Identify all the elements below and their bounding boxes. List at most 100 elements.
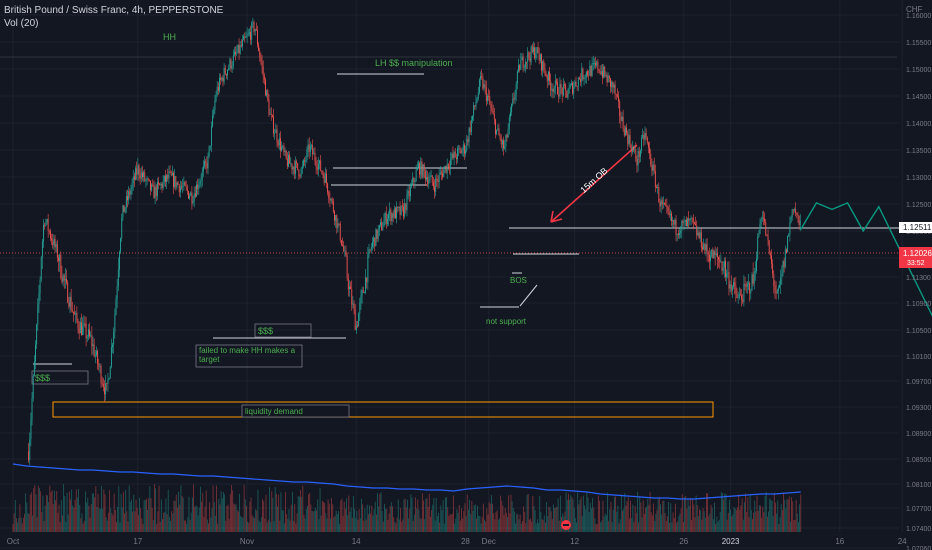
- candle-body: [182, 186, 184, 188]
- candle-body: [106, 383, 108, 384]
- candle-body: [581, 68, 583, 82]
- candle-body: [367, 253, 369, 283]
- volume-bar: [696, 505, 698, 532]
- volume-bar: [342, 516, 344, 532]
- volume-bar: [558, 520, 560, 532]
- volume-bar: [510, 494, 512, 532]
- candle-body: [30, 419, 32, 440]
- candle-body: [796, 213, 798, 215]
- candle-body: [643, 134, 645, 140]
- volume-bar: [78, 489, 79, 532]
- candle-body: [58, 257, 59, 261]
- candle-body: [375, 229, 377, 247]
- volume-bar: [170, 520, 171, 532]
- symbol-title[interactable]: British Pound / Swiss Franc, 4h, PEPPERS…: [4, 5, 224, 16]
- candle-body: [51, 238, 53, 241]
- candle-body: [730, 284, 732, 291]
- volume-bar: [91, 493, 93, 532]
- candle-body: [31, 398, 33, 420]
- candle-body: [382, 226, 384, 231]
- candle-body: [560, 84, 562, 89]
- candle-body: [568, 87, 570, 94]
- volume-bar: [505, 512, 507, 532]
- time-axis[interactable]: Oct17Nov1428Dec122620231624Feb13Mar13: [7, 537, 932, 546]
- volume-bar: [308, 494, 309, 532]
- volume-bar: [20, 517, 22, 532]
- volume-bar: [152, 520, 154, 532]
- volume-bar: [412, 520, 414, 532]
- liquidity-demand-zone[interactable]: [52, 401, 714, 418]
- price-axis[interactable]: CHF 1.16000 1.15500 1.15000 1.14500 1.14000 1…: [906, 5, 931, 550]
- candle-body: [515, 83, 517, 95]
- volume-bar: [189, 520, 191, 532]
- candle-body: [44, 224, 46, 226]
- volume-bar: [160, 499, 162, 532]
- volume-bar: [502, 505, 504, 532]
- volume-bar: [273, 521, 275, 532]
- volume-bar: [626, 501, 628, 532]
- volume-bar: [381, 511, 383, 532]
- candle-body: [138, 165, 140, 176]
- candle-body: [150, 180, 151, 191]
- candle-body: [239, 45, 241, 54]
- volume-bar: [427, 506, 429, 532]
- volume-bar: [122, 491, 124, 532]
- candle-body: [243, 36, 245, 41]
- candle-body: [432, 182, 434, 187]
- candle-body: [605, 74, 607, 76]
- volume-bar: [503, 514, 505, 532]
- candle-body: [344, 250, 346, 252]
- volume-bar: [727, 512, 729, 532]
- candle-body: [679, 233, 680, 236]
- time-tick-label: 14: [352, 537, 361, 546]
- volume-bar: [596, 523, 598, 532]
- candle-body: [238, 44, 240, 54]
- candle-body: [503, 140, 504, 149]
- candle-body: [244, 36, 246, 38]
- candle-body: [725, 260, 726, 277]
- candle-body: [680, 231, 682, 234]
- volume-bar: [556, 506, 558, 532]
- volume-bar: [549, 507, 551, 532]
- candle-body: [319, 160, 320, 164]
- volume-bar: [282, 510, 284, 532]
- candle-body: [385, 212, 387, 225]
- volume-bar: [536, 519, 538, 532]
- candle-body: [437, 180, 439, 182]
- candle-body: [186, 187, 188, 192]
- volume-bar: [712, 519, 714, 532]
- candle-body: [489, 96, 491, 104]
- candle-body: [712, 249, 714, 259]
- volume-bar: [286, 514, 288, 532]
- volume-bar: [64, 496, 66, 532]
- volume-bar: [174, 500, 176, 532]
- volume-bar: [745, 493, 746, 532]
- candle-body: [711, 249, 713, 257]
- volume-bar: [676, 523, 677, 532]
- candle-body: [85, 323, 87, 339]
- candle-body: [225, 74, 227, 76]
- candle-body: [588, 74, 590, 76]
- candle-body: [68, 302, 70, 307]
- volume-bar: [523, 506, 525, 532]
- volume-bar: [315, 507, 316, 532]
- volume-legend[interactable]: Vol (20): [4, 18, 39, 29]
- candle-body: [619, 101, 621, 117]
- volume-bar: [401, 521, 403, 532]
- volume-bar: [86, 502, 88, 532]
- volume-bar: [298, 496, 300, 532]
- volume-bar: [188, 496, 190, 532]
- volume-bar: [581, 516, 583, 532]
- candle-body: [293, 166, 295, 174]
- event-icon-wrap[interactable]: [561, 520, 571, 530]
- volume-bar: [395, 523, 397, 532]
- candle-body: [365, 277, 366, 293]
- candle-body: [642, 134, 644, 138]
- price-tick-label: 1.13500: [906, 148, 931, 155]
- candle-body: [97, 350, 99, 364]
- candle-body: [140, 172, 142, 179]
- volume-bar: [67, 514, 69, 532]
- volume-bar: [785, 508, 787, 532]
- volume-bar: [683, 522, 684, 532]
